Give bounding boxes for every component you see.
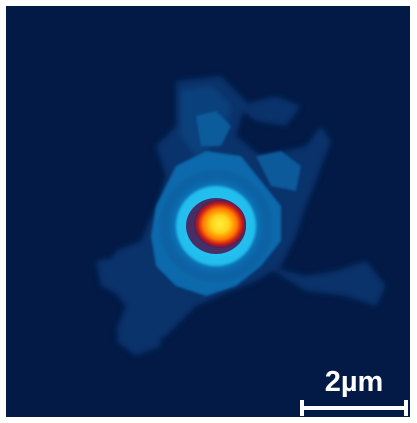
scale-bar-line (300, 406, 408, 410)
hot-core (194, 200, 246, 248)
fluorescence-spot-image (96, 76, 386, 356)
scale-bar: 2µm (300, 366, 408, 416)
scale-bar-right-tick (404, 400, 408, 416)
scale-bar-left-tick (300, 400, 304, 416)
micrograph-frame: 2µm (6, 6, 410, 417)
scale-bar-label: 2µm (324, 366, 384, 398)
